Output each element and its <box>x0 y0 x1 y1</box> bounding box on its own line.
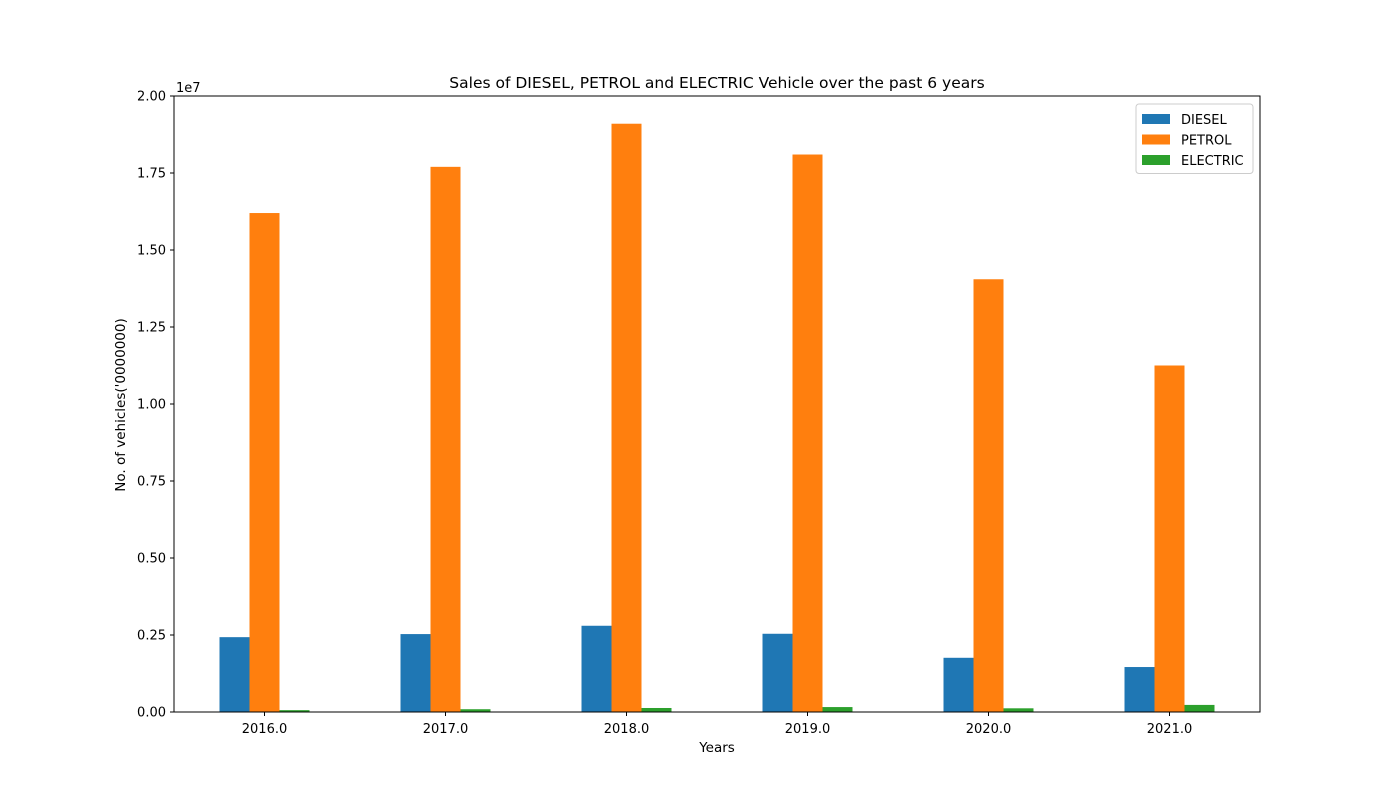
y-tick-label: 0.50 <box>137 552 166 567</box>
bar-electric-2021.0 <box>1184 704 1215 712</box>
axes-frame <box>173 95 1261 713</box>
legend-swatch-petrol <box>1142 134 1170 145</box>
y-tick-label: 2.00 <box>137 90 166 105</box>
plot-area: 0.00 0.25 0.50 0.75 1.00 1.25 1.50 1.75 2.00 2016… <box>137 90 1261 737</box>
legend: DIESEL PETROL ELECTRIC <box>1135 103 1254 174</box>
bar-petrol-2019.0 <box>792 154 823 712</box>
bar-petrol-2017.0 <box>430 166 461 713</box>
bar-diesel-2021.0 <box>1124 667 1155 712</box>
legend-label-electric: ELECTRIC <box>1181 154 1244 169</box>
y-tick-label: 1.00 <box>137 398 166 413</box>
x-tick-label: 2020.0 <box>966 722 1012 737</box>
bar-electric-2020.0 <box>1003 708 1034 712</box>
y-tick-label: 1.50 <box>137 244 166 259</box>
bar-electric-2019.0 <box>822 707 853 712</box>
y-tick-label: 0.00 <box>137 706 166 721</box>
y-tick-label: 0.25 <box>137 629 166 644</box>
y-offset-label: 1e7 <box>176 81 201 96</box>
series-diesel <box>219 625 1155 712</box>
x-tick-label: 2019.0 <box>785 722 831 737</box>
bar-electric-2016.0 <box>279 710 310 712</box>
bar-petrol-2020.0 <box>973 279 1004 712</box>
y-tick-label: 1.75 <box>137 167 166 182</box>
legend-label-petrol: PETROL <box>1181 134 1232 149</box>
bar-diesel-2016.0 <box>219 637 250 712</box>
y-axis-label: No. of vehicles('0000000) <box>113 318 129 492</box>
chart-title: Sales of DIESEL, PETROL and ELECTRIC Veh… <box>449 74 984 92</box>
x-tick-label: 2017.0 <box>423 722 469 737</box>
x-tick-label: 2016.0 <box>242 722 288 737</box>
x-axis-label: Years <box>698 740 735 756</box>
legend-swatch-electric <box>1142 155 1170 165</box>
x-tick-label: 2018.0 <box>604 722 650 737</box>
bar-diesel-2018.0 <box>581 625 612 712</box>
y-tick-label: 1.25 <box>137 321 166 336</box>
legend-label-diesel: DIESEL <box>1181 113 1228 128</box>
bar-petrol-2021.0 <box>1154 365 1185 712</box>
bar-electric-2018.0 <box>641 707 672 712</box>
series-petrol <box>249 123 1185 713</box>
bar-petrol-2016.0 <box>249 213 280 713</box>
legend-swatch-diesel <box>1142 114 1170 124</box>
bar-petrol-2018.0 <box>611 123 642 713</box>
series-electric <box>279 704 1215 712</box>
bar-electric-2017.0 <box>460 709 491 712</box>
bar-diesel-2020.0 <box>943 657 974 712</box>
bar-diesel-2019.0 <box>762 633 793 712</box>
bar-diesel-2017.0 <box>400 634 431 712</box>
x-tick-label: 2021.0 <box>1147 722 1193 737</box>
y-tick-label: 0.75 <box>137 475 166 490</box>
